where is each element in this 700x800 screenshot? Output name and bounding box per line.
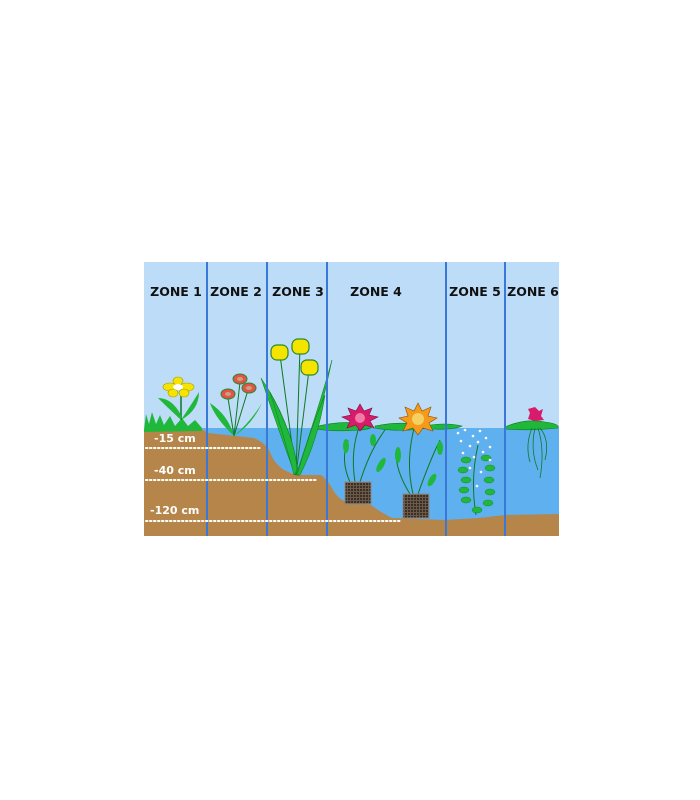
oxygenating-plant	[456, 428, 496, 516]
soil	[144, 428, 559, 536]
zone-label: ZONE 1	[150, 284, 202, 299]
depth-label: -15 cm	[154, 432, 196, 445]
zone-label: ZONE 3	[272, 284, 324, 299]
iris-plant	[260, 338, 333, 476]
pink-water-lily	[341, 403, 386, 505]
orange-water-lily	[395, 402, 443, 519]
depth-label: -120 cm	[150, 504, 199, 517]
planting-basket	[344, 481, 372, 505]
zone-dividers	[206, 262, 506, 536]
depth-label: -40 cm	[154, 464, 196, 477]
zone-label: ZONE 5	[449, 284, 501, 299]
zone-label: ZONE 4	[350, 284, 402, 299]
planting-basket	[402, 493, 430, 519]
depth-lines	[145, 447, 401, 522]
floating-plant	[527, 407, 548, 479]
yellow-flower-plant	[158, 376, 199, 420]
zone-label: ZONE 6	[507, 284, 559, 299]
grass	[144, 412, 202, 432]
red-flower-plant	[210, 373, 262, 437]
zone-label: ZONE 2	[210, 284, 262, 299]
